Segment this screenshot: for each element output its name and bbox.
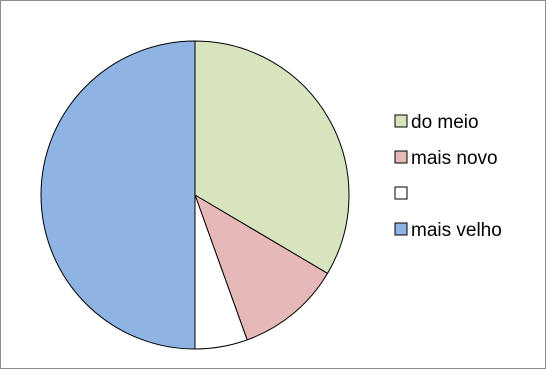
- legend-label: mais velho: [411, 220, 502, 241]
- legend-swatch: [394, 114, 408, 128]
- legend: do meio mais novo mais velho: [394, 112, 502, 241]
- pie-slice-mais-velho: [40, 40, 196, 350]
- legend-swatch: [394, 222, 408, 236]
- legend-label: do meio: [411, 112, 479, 133]
- pie-slice-mais-novo: [194, 194, 329, 341]
- legend-swatch: [394, 150, 408, 164]
- legend-label: mais novo: [411, 148, 498, 169]
- legend-swatch: [394, 186, 408, 200]
- pie-slices: [40, 40, 350, 350]
- pie-slice-do-meio: [194, 40, 350, 274]
